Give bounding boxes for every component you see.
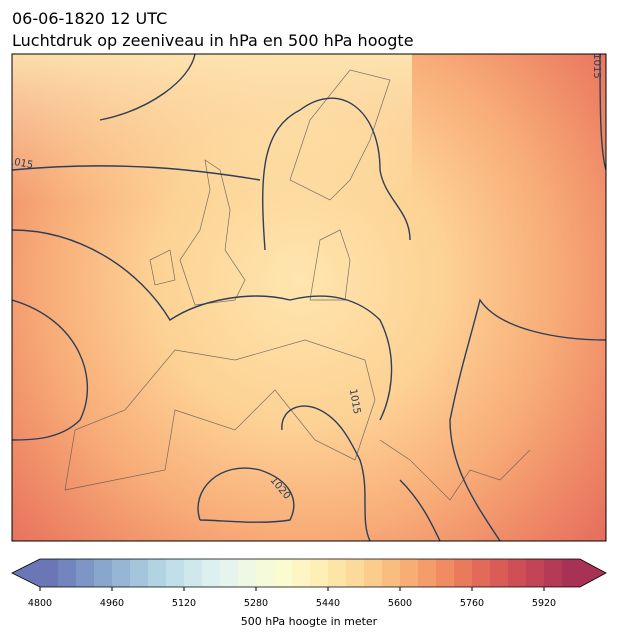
colorbar-segment <box>130 559 149 587</box>
subtitle: Luchtdruk op zeeniveau in hPa en 500 hPa… <box>12 31 414 50</box>
map-frame <box>11 53 607 542</box>
colorbar-tick-label: 4960 <box>100 598 124 609</box>
colorbar-segment <box>328 559 347 587</box>
colorbar-segment <box>58 559 77 587</box>
colorbar-segment <box>292 559 311 587</box>
colorbar-segment <box>454 559 473 587</box>
colorbar-segment <box>220 559 239 587</box>
contour-label: 1015 <box>7 156 34 171</box>
colorbar-segment <box>40 559 59 587</box>
contour-label: 1015 <box>591 53 602 78</box>
colorbar-tick-label: 5920 <box>532 598 556 609</box>
colorbar-tick-label: 5120 <box>172 598 196 609</box>
colorbar-segment <box>382 559 401 587</box>
colorbar-segment <box>274 559 293 587</box>
colorbar-segment <box>346 559 365 587</box>
colorbar: 4800 4960 5120 5280 5440 5600 5760 5920 <box>11 558 607 609</box>
colorbar-segment <box>238 559 257 587</box>
colorbar-segment <box>526 559 545 587</box>
colorbar-tick-label: 5600 <box>388 598 412 609</box>
colorbar-segment <box>148 559 167 587</box>
colorbar-tick-label: 5280 <box>244 598 268 609</box>
colorbar-segment <box>202 559 221 587</box>
colorbar-segment <box>436 559 455 587</box>
colorbar-segment <box>94 559 113 587</box>
colorbar-segment <box>508 559 527 587</box>
colorbar-segment <box>400 559 419 587</box>
colorbar-segment <box>310 559 329 587</box>
colorbar-tick-label: 5760 <box>460 598 484 609</box>
map: 1015 1015 1020 1015 <box>7 53 606 541</box>
colorbar-label: 500 hPa hoogte in meter <box>241 615 378 628</box>
colorbar-segment <box>256 559 275 587</box>
colorbar-tick-label: 5440 <box>316 598 340 609</box>
colorbar-segment <box>364 559 383 587</box>
colorbar-segment <box>112 559 131 587</box>
colorbar-segment <box>472 559 491 587</box>
contour-label: 1015 <box>347 388 362 415</box>
colorbar-segment <box>76 559 95 587</box>
colorbar-extend-high <box>580 559 606 587</box>
title: 06-06-1820 12 UTC <box>12 9 167 28</box>
colorbar-segment <box>166 559 185 587</box>
colorbar-segment <box>544 559 563 587</box>
colorbar-tick-label: 4800 <box>28 598 52 609</box>
colorbar-extend-low <box>12 559 40 587</box>
colorbar-segment <box>490 559 509 587</box>
colorbar-segment <box>562 559 581 587</box>
colorbar-segment <box>418 559 437 587</box>
colorbar-outline <box>11 558 607 588</box>
colorbar-segment <box>184 559 203 587</box>
